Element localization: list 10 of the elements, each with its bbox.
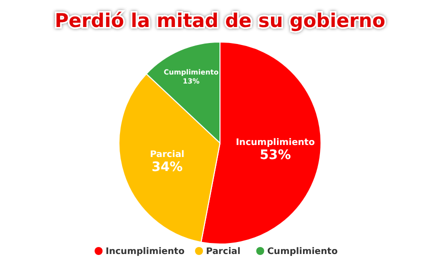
data-label: 13% xyxy=(182,77,200,86)
legend-label: Incumplimiento xyxy=(106,247,185,257)
legend-label: Cumplimiento xyxy=(267,247,338,257)
slice-label: Cumplimiento xyxy=(164,68,219,76)
legend-label: Parcial xyxy=(206,247,240,257)
data-label: 53% xyxy=(260,148,291,164)
slice-label: Parcial xyxy=(150,150,184,160)
slice-label: Incumplimiento xyxy=(236,138,315,148)
chart-title: Perdió la mitad de su gobierno xyxy=(54,10,386,32)
data-label: 34% xyxy=(152,160,183,176)
